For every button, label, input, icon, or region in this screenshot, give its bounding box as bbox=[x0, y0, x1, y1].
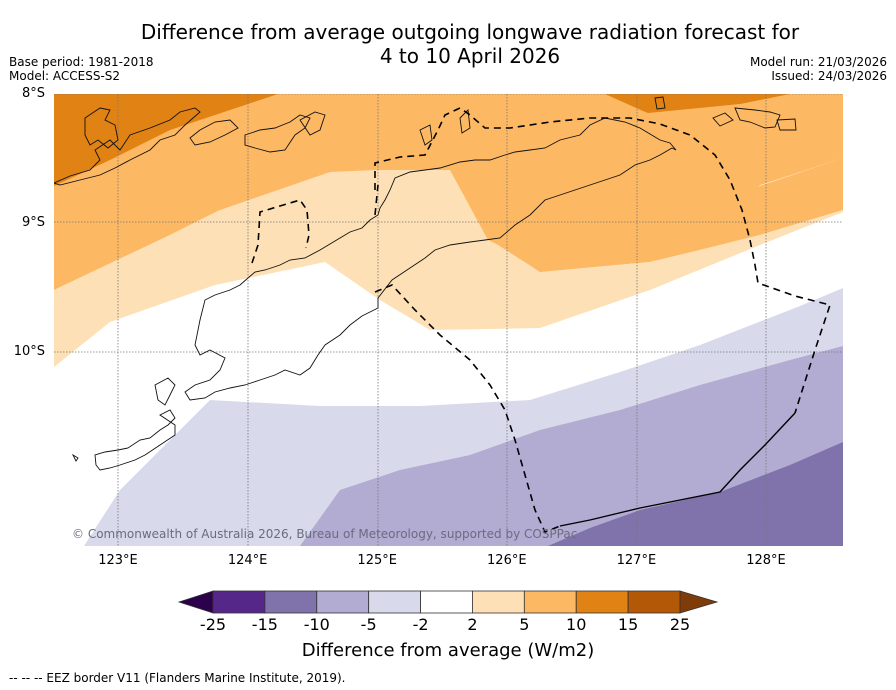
chart-title: Difference from average outgoing longwav… bbox=[0, 20, 896, 68]
coast-flores bbox=[54, 107, 201, 186]
colorbar-tick-label: 15 bbox=[617, 615, 639, 634]
eez-border-north-west bbox=[374, 184, 379, 216]
coast-island-2 bbox=[712, 112, 734, 127]
coastlines bbox=[54, 96, 797, 471]
lat-tick-label: 10°S bbox=[13, 344, 45, 359]
coast-savu bbox=[94, 409, 176, 471]
colorbar-extend-max bbox=[679, 590, 719, 614]
coast-lembata bbox=[189, 119, 239, 146]
maritime-boundary-solid bbox=[559, 412, 796, 527]
colorbar-swatch bbox=[472, 590, 525, 614]
lon-tick-label: 124°E bbox=[227, 553, 268, 568]
title-line-2: 4 to 10 April 2026 bbox=[379, 44, 561, 68]
zone-10-to-15-east bbox=[605, 94, 790, 113]
colorbar-tick-label: -10 bbox=[303, 615, 330, 634]
coast-alor-east bbox=[419, 124, 433, 146]
meta-right: Model run: 21/03/2026 Issued: 24/03/2026 bbox=[750, 55, 887, 83]
colorbar-swatch bbox=[212, 590, 266, 614]
lon-tick-label: 127°E bbox=[616, 553, 657, 568]
issued-date: Issued: 24/03/2026 bbox=[771, 69, 887, 83]
colorbar-tick-label: 2 bbox=[467, 615, 478, 634]
eez-footnote: -- -- -- EEZ border V11 (Flanders Marine… bbox=[9, 671, 346, 685]
meta-left: Base period: 1981-2018 Model: ACCESS-S2 bbox=[9, 55, 154, 83]
eez-border bbox=[251, 107, 832, 534]
colorbar-tick-label: -25 bbox=[199, 615, 227, 634]
colorbar-label: Difference from average (W/m2) bbox=[301, 640, 595, 661]
colorbar-swatch bbox=[523, 590, 577, 614]
coast-roti bbox=[154, 377, 176, 406]
zone-10-to-15-west bbox=[54, 94, 278, 186]
eez-border-west bbox=[374, 284, 561, 534]
gridlines bbox=[54, 94, 843, 546]
title-line-1: Difference from average outgoing longwav… bbox=[140, 20, 800, 44]
coast-flores-north bbox=[84, 107, 119, 149]
copyright-notice: © Commonwealth of Australia 2026, Bureau… bbox=[72, 527, 578, 541]
colorbar-tick-label: -2 bbox=[412, 615, 429, 634]
colorbar-swatch bbox=[316, 590, 370, 614]
lon-tick-label: 128°E bbox=[746, 553, 786, 568]
solid-border bbox=[559, 412, 796, 527]
coast-island-4 bbox=[776, 118, 797, 131]
colorbar-tick-label: 10 bbox=[566, 615, 587, 634]
colorbar-swatch bbox=[368, 590, 421, 614]
coast-pantar bbox=[299, 111, 326, 136]
coast-island-1 bbox=[654, 96, 666, 110]
colorbar-tick-label: -5 bbox=[360, 615, 377, 634]
coast-timor bbox=[184, 117, 677, 401]
eez-border-main bbox=[374, 107, 832, 414]
lon-tick-label: 126°E bbox=[487, 553, 527, 568]
model-name: Model: ACCESS-S2 bbox=[9, 69, 121, 83]
colorbar-tick-label: 5 bbox=[519, 615, 530, 634]
coast-islet-1 bbox=[71, 453, 79, 462]
zone-2-to-5 bbox=[54, 158, 843, 367]
eez-border-box bbox=[251, 199, 310, 264]
lon-tick-label: 125°E bbox=[357, 553, 397, 568]
coast-island-3 bbox=[734, 107, 781, 129]
base-period: Base period: 1981-2018 bbox=[9, 55, 154, 69]
zone-5-to-10-core bbox=[54, 94, 843, 290]
lat-tick-label: 9°S bbox=[21, 215, 45, 230]
colorbar-swatch bbox=[420, 590, 473, 614]
colorbar-swatch bbox=[627, 590, 681, 614]
lon-tick-label: 123°E bbox=[98, 553, 138, 568]
colorbar-swatch bbox=[264, 590, 318, 614]
model-run: Model run: 21/03/2026 bbox=[749, 55, 887, 69]
colorbar-swatch bbox=[575, 590, 629, 614]
colorbar-tick-label: -15 bbox=[251, 615, 278, 634]
map-area bbox=[54, 94, 843, 546]
colorbar bbox=[177, 590, 719, 614]
colorbar-tick-label: 25 bbox=[669, 615, 691, 634]
lat-tick-label: 8°S bbox=[21, 86, 45, 101]
colorbar-extend-min bbox=[177, 590, 214, 614]
zone-minus15-to-minus10 bbox=[548, 442, 843, 546]
